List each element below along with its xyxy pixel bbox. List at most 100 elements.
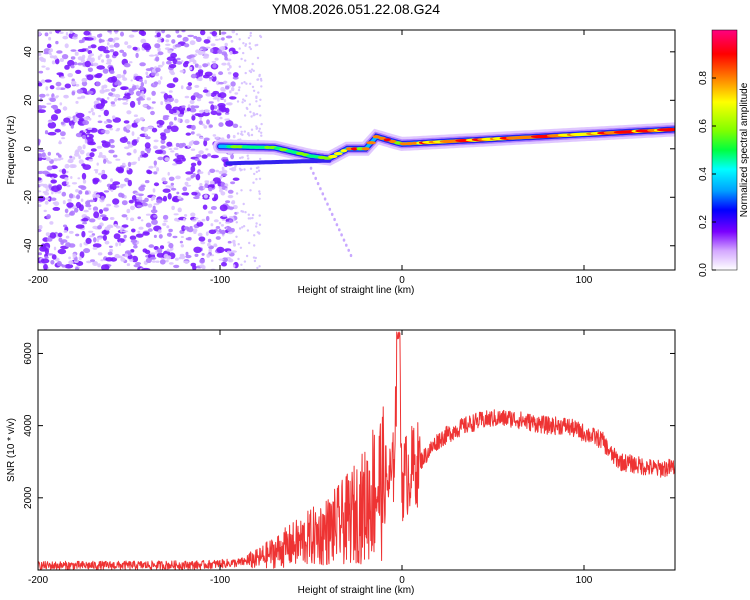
noise-point: [123, 62, 131, 68]
noise-point: [209, 180, 215, 185]
noise-point: [55, 40, 59, 45]
noise-point: [190, 95, 196, 101]
noise-point: [166, 232, 172, 237]
noise-point: [88, 158, 94, 162]
noise-point: [78, 204, 84, 212]
noise-point: [109, 248, 114, 253]
noise-point: [89, 235, 94, 238]
noise-point: [203, 137, 210, 142]
noise-point: [103, 190, 110, 193]
noise-point: [206, 119, 210, 125]
noise-point: [194, 105, 200, 109]
noise-point: [231, 30, 236, 34]
noise-point: [244, 44, 247, 47]
noise-point: [114, 98, 118, 102]
noise-point: [142, 199, 146, 205]
noise-point: [164, 157, 170, 162]
noise-point: [48, 36, 52, 41]
noise-point: [47, 253, 54, 256]
noise-point: [69, 211, 74, 216]
noise-point: [38, 109, 46, 113]
noise-point: [120, 97, 128, 101]
noise-point: [73, 61, 78, 66]
noise-point: [103, 207, 109, 212]
noise-point: [255, 112, 259, 116]
noise-point: [82, 221, 87, 225]
noise-point: [130, 249, 135, 253]
noise-point: [74, 207, 79, 213]
noise-point: [65, 242, 71, 248]
noise-point: [43, 209, 47, 213]
noise-point: [53, 55, 58, 60]
noise-point: [190, 148, 196, 151]
noise-point: [190, 131, 195, 135]
noise-point: [345, 243, 348, 247]
noise-point: [49, 85, 55, 90]
noise-point: [59, 102, 63, 106]
noise-point: [120, 86, 127, 91]
noise-point: [95, 81, 101, 87]
noise-point: [51, 191, 54, 195]
noise-point: [230, 81, 236, 87]
noise-point: [253, 172, 256, 176]
noise-point: [97, 263, 101, 268]
noise-point: [202, 47, 207, 50]
noise-point: [77, 177, 81, 180]
noise-point: [252, 256, 256, 259]
noise-point: [255, 127, 258, 130]
noise-point: [229, 90, 232, 94]
noise-point: [128, 199, 134, 204]
noise-point: [195, 36, 202, 43]
noise-point: [75, 189, 79, 193]
noise-point: [187, 104, 191, 108]
noise-point: [38, 204, 42, 207]
noise-point: [60, 76, 66, 79]
noise-point: [217, 49, 223, 54]
noise-point: [98, 172, 103, 176]
noise-point: [349, 253, 353, 258]
noise-point: [168, 64, 177, 69]
spectrogram-y-label: Frequency (Hz): [6, 116, 17, 185]
noise-point: [248, 103, 252, 106]
noise-point: [38, 70, 44, 74]
noise-point: [88, 218, 96, 223]
noise-point: [56, 184, 62, 191]
noise-point: [216, 112, 222, 116]
noise-point: [56, 152, 60, 156]
noise-point: [210, 223, 214, 227]
noise-point: [202, 89, 209, 93]
noise-point: [161, 150, 167, 155]
noise-point: [44, 248, 50, 255]
noise-point: [258, 177, 262, 180]
noise-point: [111, 88, 116, 92]
noise-point: [113, 42, 120, 48]
noise-point: [150, 110, 155, 116]
noise-point: [256, 56, 260, 60]
noise-point: [209, 168, 216, 173]
noise-point: [64, 43, 69, 49]
noise-point: [41, 152, 46, 158]
noise-point: [236, 211, 239, 215]
noise-point: [131, 131, 135, 136]
noise-point: [64, 83, 72, 89]
noise-point: [169, 121, 174, 126]
noise-point: [63, 94, 69, 99]
noise-point: [46, 165, 53, 171]
noise-point: [165, 185, 171, 188]
noise-point: [151, 260, 156, 263]
noise-point: [213, 95, 218, 100]
noise-point: [168, 176, 175, 181]
noise-point: [227, 68, 230, 71]
noise-point: [121, 183, 127, 187]
noise-point: [133, 264, 141, 268]
noise-point: [85, 190, 89, 194]
noise-point: [190, 105, 196, 109]
noise-point: [70, 49, 77, 52]
noise-point: [170, 71, 176, 76]
noise-point: [41, 65, 46, 68]
noise-point: [50, 197, 57, 201]
noise-point: [61, 54, 69, 60]
noise-point: [338, 228, 341, 232]
noise-point: [172, 77, 179, 83]
noise-point: [237, 243, 240, 246]
